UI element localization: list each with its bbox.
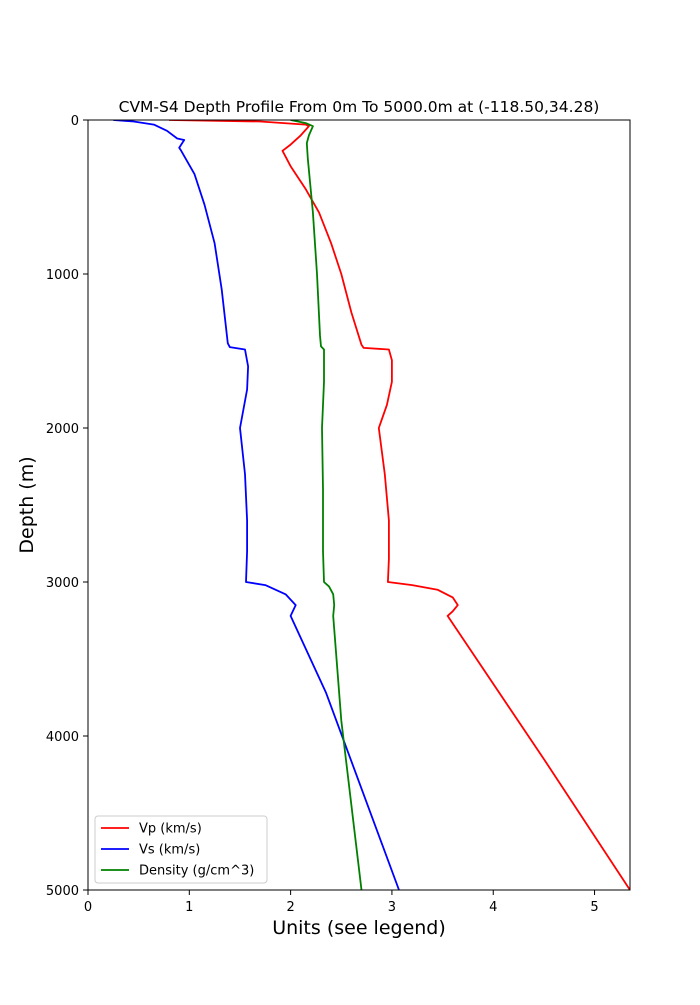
axes-layer: 0 1 2 3 4 5 0 1000 2000 3000 4000 5000 [46,114,599,915]
y-tick-label: 2000 [46,422,79,437]
y-tick-label: 5000 [46,884,79,899]
legend: Vp (km/s) Vs (km/s) Density (g/cm^3) [94,815,268,884]
chart-title: CVM-S4 Depth Profile From 0m To 5000.0m … [119,98,600,116]
series-line-1 [113,120,400,890]
legend-label: Density (g/cm^3) [139,864,254,879]
legend-label: Vp (km/s) [139,822,202,837]
x-tick-label: 5 [590,900,598,915]
y-tick-label: 4000 [46,730,79,745]
series-line-0 [168,120,630,890]
plot-frame [87,119,631,891]
y-tick-label: 0 [71,114,79,129]
x-tick-label: 1 [185,900,193,915]
y-tick-label: 3000 [46,576,79,591]
x-axis-title: Units (see legend) [272,917,446,939]
x-tick-label: 0 [84,900,92,915]
x-tick-label: 3 [388,900,396,915]
y-axis-title: Depth (m) [16,456,38,553]
series-layer [113,120,630,890]
series-line-2 [290,120,363,890]
legend-box [94,815,268,884]
y-tick-label: 1000 [46,268,79,283]
legend-label: Vs (km/s) [139,843,200,858]
x-tick-label: 4 [489,900,497,915]
x-tick-label: 2 [286,900,294,915]
